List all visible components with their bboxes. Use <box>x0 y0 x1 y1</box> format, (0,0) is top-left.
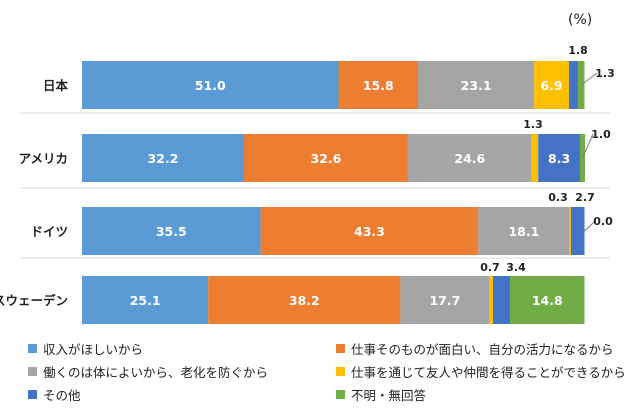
bar-segment <box>338 61 419 109</box>
bar-segment <box>570 207 585 255</box>
data-label: 1.3 <box>595 67 615 80</box>
data-label: 1.8 <box>568 44 588 57</box>
bar-segment <box>568 61 578 109</box>
data-label: 1.0 <box>591 128 611 141</box>
leader-line <box>582 133 594 159</box>
data-label: 14.8 <box>532 293 563 308</box>
bar-segment <box>208 276 401 324</box>
data-label: 24.6 <box>454 151 485 166</box>
data-label: 17.7 <box>429 293 460 308</box>
data-label: 6.9 <box>540 78 562 93</box>
bar-segment <box>510 276 585 324</box>
data-label: 8.3 <box>548 151 570 166</box>
data-label: 51.0 <box>195 78 226 93</box>
category-label: ドイツ <box>30 224 68 239</box>
bar-segment <box>538 134 580 182</box>
data-label: 18.1 <box>508 224 539 239</box>
bar-segment <box>243 134 408 182</box>
data-label: 0.0 <box>593 215 613 228</box>
bar-segment <box>260 207 479 255</box>
category-label: 日本 <box>43 78 69 93</box>
bar-segment <box>492 276 511 324</box>
bar-segment <box>531 134 539 182</box>
data-label: 0.3 <box>548 191 568 204</box>
data-label: 0.7 <box>480 261 500 274</box>
data-label: 1.3 <box>523 118 543 131</box>
data-label: 38.2 <box>289 293 320 308</box>
bar-segment <box>489 276 493 324</box>
leader-line <box>584 220 596 232</box>
bar-segment <box>418 61 535 109</box>
data-label: 23.1 <box>461 78 492 93</box>
data-label: 2.7 <box>575 191 595 204</box>
bar-segment <box>534 61 569 109</box>
leader-line <box>580 72 598 86</box>
category-label: スウェーデン <box>0 293 68 308</box>
data-label: 32.6 <box>311 151 342 166</box>
data-label: 35.5 <box>156 224 187 239</box>
category-label: アメリカ <box>19 151 68 166</box>
data-label: 43.3 <box>354 224 385 239</box>
bar-segment <box>82 134 244 182</box>
unit-label: (%) <box>568 12 593 28</box>
bar-segment <box>82 207 261 255</box>
bar-segment <box>478 207 570 255</box>
bar-segment <box>569 207 571 255</box>
data-label: 32.2 <box>148 151 179 166</box>
data-label: 25.1 <box>130 293 161 308</box>
data-label: 3.4 <box>506 261 526 274</box>
bar-segment <box>82 61 339 109</box>
bar-segment <box>400 276 490 324</box>
data-label: 15.8 <box>363 78 394 93</box>
bar-segment <box>407 134 532 182</box>
bar-segment <box>82 276 209 324</box>
